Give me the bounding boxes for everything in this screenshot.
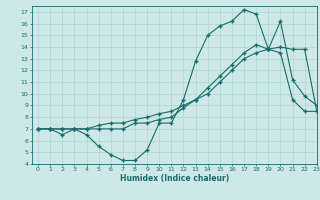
X-axis label: Humidex (Indice chaleur): Humidex (Indice chaleur) <box>120 174 229 183</box>
